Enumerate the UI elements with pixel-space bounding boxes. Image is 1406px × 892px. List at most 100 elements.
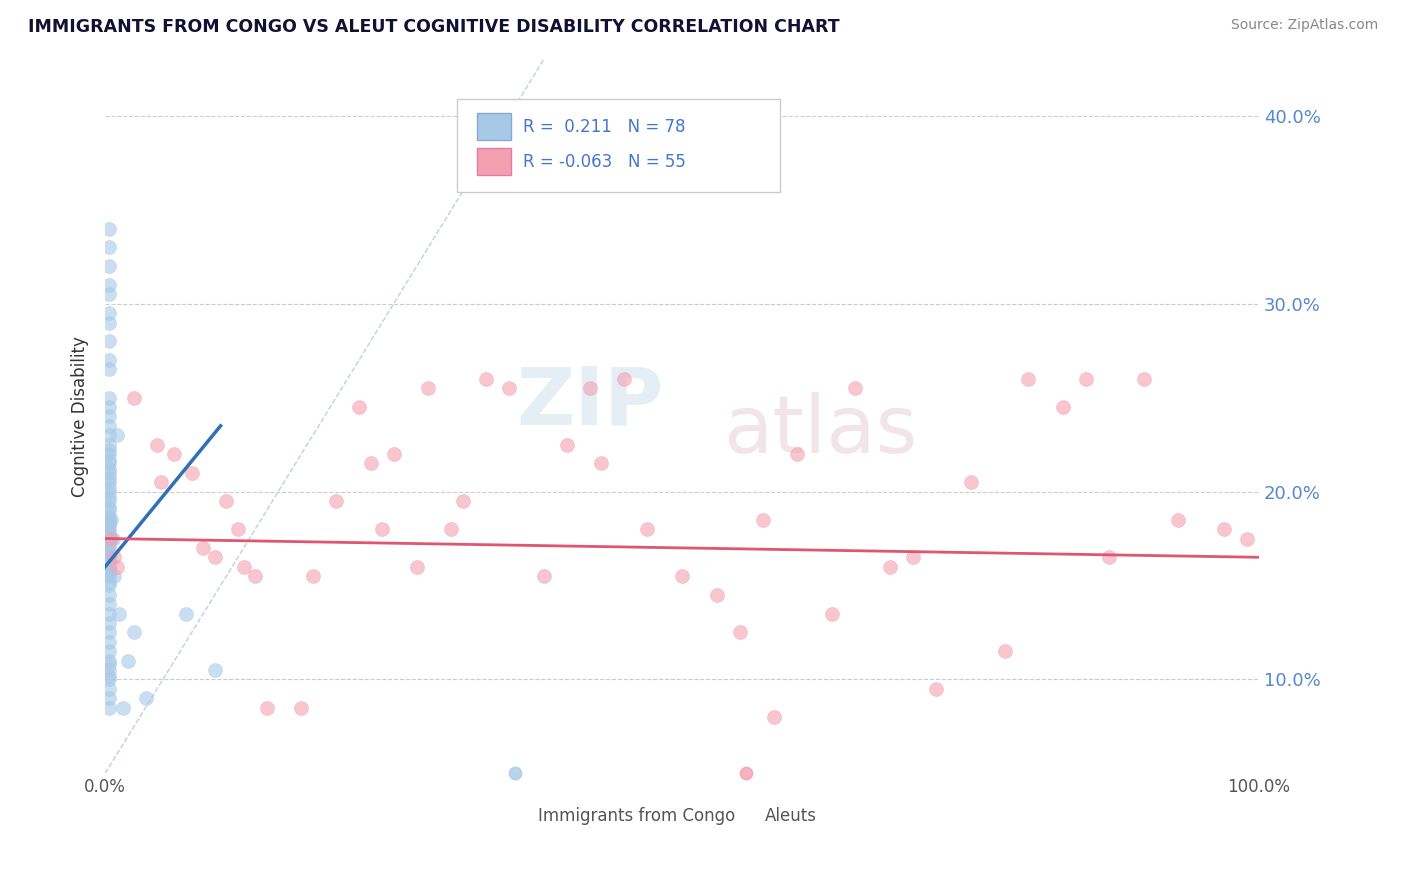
Point <box>360 456 382 470</box>
Point <box>103 569 125 583</box>
Point <box>97 668 120 682</box>
Point <box>97 537 120 551</box>
Point <box>215 494 238 508</box>
Point <box>174 607 197 621</box>
Point <box>475 372 498 386</box>
Point <box>821 607 844 621</box>
Point <box>97 518 120 533</box>
Point <box>533 569 555 583</box>
Point <box>97 544 120 558</box>
Point <box>97 525 120 540</box>
Point <box>440 522 463 536</box>
Point <box>100 513 122 527</box>
Point <box>97 240 120 254</box>
Point <box>325 494 347 508</box>
Point <box>763 710 786 724</box>
Point <box>97 522 120 536</box>
Point <box>1236 532 1258 546</box>
Point <box>98 860 121 874</box>
Point <box>1167 513 1189 527</box>
Point <box>97 500 120 514</box>
Point <box>97 541 120 555</box>
Point <box>97 316 120 330</box>
Point <box>405 559 427 574</box>
Point <box>97 466 120 480</box>
Text: IMMIGRANTS FROM CONGO VS ALEUT COGNITIVE DISABILITY CORRELATION CHART: IMMIGRANTS FROM CONGO VS ALEUT COGNITIVE… <box>28 18 839 36</box>
Point <box>994 644 1017 658</box>
Text: Immigrants from Congo: Immigrants from Congo <box>538 807 735 825</box>
Point <box>97 527 120 541</box>
Point <box>256 700 278 714</box>
Point <box>97 681 120 696</box>
Point <box>382 447 405 461</box>
Point <box>97 306 120 320</box>
Point <box>97 490 120 504</box>
Point <box>149 475 172 490</box>
Point <box>97 691 120 706</box>
Text: R = -0.063   N = 55: R = -0.063 N = 55 <box>523 153 686 170</box>
Point <box>451 494 474 508</box>
Point <box>97 597 120 611</box>
Text: atlas: atlas <box>723 392 918 470</box>
Point <box>302 569 325 583</box>
Point <box>117 654 139 668</box>
Point <box>97 481 120 495</box>
Point <box>97 635 120 649</box>
Point <box>97 443 120 458</box>
Point <box>122 391 145 405</box>
Point <box>232 559 254 574</box>
Point <box>193 541 215 555</box>
Text: Source: ZipAtlas.com: Source: ZipAtlas.com <box>1230 18 1378 32</box>
Point <box>97 569 120 583</box>
FancyBboxPatch shape <box>477 148 512 175</box>
Point <box>97 663 120 677</box>
Text: Aleuts: Aleuts <box>765 807 817 825</box>
Point <box>925 681 948 696</box>
Point <box>97 400 120 414</box>
Point <box>97 578 120 592</box>
Point <box>97 418 120 433</box>
Point <box>97 654 120 668</box>
Point <box>180 466 202 480</box>
Point <box>108 607 131 621</box>
Point <box>97 700 120 714</box>
Point <box>122 625 145 640</box>
Point <box>97 221 120 235</box>
Point <box>706 588 728 602</box>
Text: R =  0.211   N = 78: R = 0.211 N = 78 <box>523 118 685 136</box>
Point <box>100 860 122 874</box>
Point <box>97 494 120 508</box>
Point <box>97 566 120 580</box>
Point <box>290 700 312 714</box>
Point <box>879 559 901 574</box>
Point <box>245 569 267 583</box>
Point <box>671 569 693 583</box>
Point <box>752 513 775 527</box>
Point <box>135 691 157 706</box>
Point <box>103 550 125 565</box>
Point <box>371 522 394 536</box>
FancyBboxPatch shape <box>477 113 512 140</box>
Point <box>97 334 120 349</box>
Point <box>97 644 120 658</box>
Point <box>901 550 924 565</box>
Point <box>1098 550 1121 565</box>
Point <box>786 447 808 461</box>
Point <box>97 615 120 630</box>
Point <box>97 428 120 442</box>
Point <box>844 381 866 395</box>
Point <box>97 513 120 527</box>
Point <box>1213 522 1236 536</box>
Y-axis label: Cognitive Disability: Cognitive Disability <box>72 336 89 497</box>
Point <box>97 362 120 376</box>
Point <box>1052 400 1074 414</box>
Point <box>347 400 370 414</box>
Point <box>637 522 659 536</box>
Point <box>97 452 120 467</box>
Point <box>97 475 120 490</box>
Point <box>97 437 120 451</box>
Point <box>105 428 128 442</box>
Point <box>97 516 120 531</box>
Point <box>103 532 125 546</box>
Point <box>97 625 120 640</box>
